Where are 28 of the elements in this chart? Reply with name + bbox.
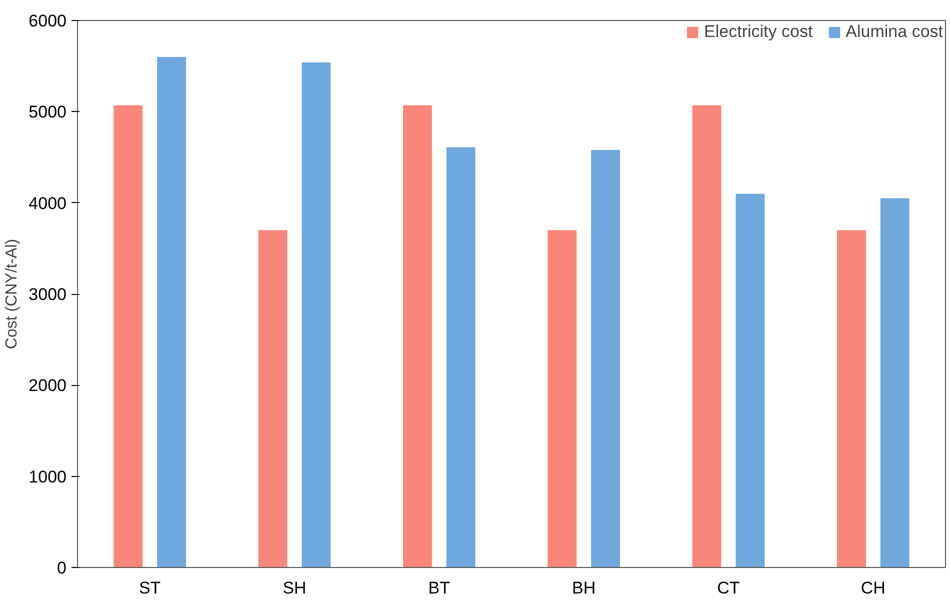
legend-label: Alumina cost xyxy=(846,22,943,42)
x-tick-label: BT xyxy=(428,578,450,598)
bar xyxy=(302,62,331,568)
y-axis-title: Cost (CNY/t-Al) xyxy=(4,238,21,350)
bar xyxy=(157,56,186,568)
x-tick-label: CT xyxy=(717,578,740,598)
y-tick-label: 5000 xyxy=(28,102,67,122)
y-tick-label: 4000 xyxy=(28,194,67,213)
y-tick-label: 2000 xyxy=(28,376,67,396)
bar xyxy=(548,230,577,568)
y-tick-label: 3000 xyxy=(28,285,67,304)
x-tick-label: CH xyxy=(860,578,886,598)
bar xyxy=(403,105,432,568)
bar xyxy=(591,150,620,568)
bar xyxy=(692,105,722,568)
bar xyxy=(837,230,866,568)
bar xyxy=(446,147,476,568)
bar xyxy=(258,230,288,568)
y-tick-label: 6000 xyxy=(28,12,67,30)
y-tick-label: 1000 xyxy=(28,467,67,486)
bar xyxy=(114,105,143,568)
x-tick-label: SH xyxy=(282,578,306,598)
x-tick-label: BH xyxy=(572,578,596,598)
bar xyxy=(880,198,910,568)
bar xyxy=(736,194,765,568)
x-tick-label: ST xyxy=(138,578,161,598)
y-tick-label: 0 xyxy=(57,558,67,578)
legend-label: Electricity cost xyxy=(704,22,813,42)
